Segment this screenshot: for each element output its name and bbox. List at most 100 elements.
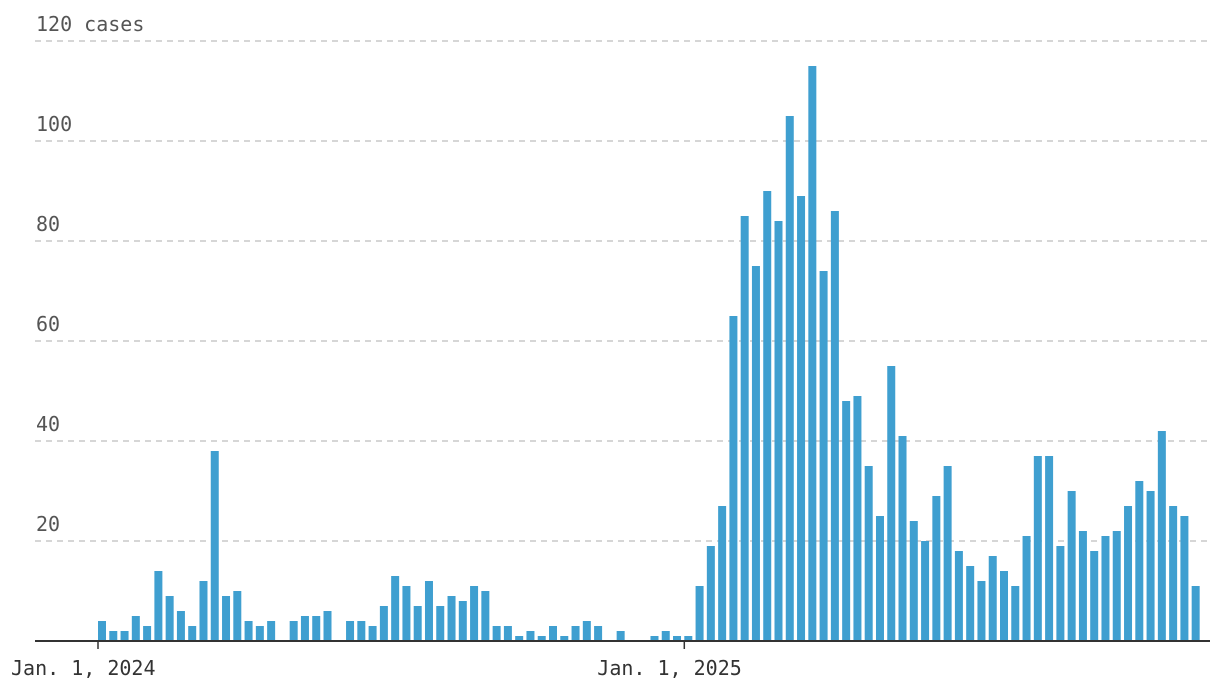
axis-layer: Jan. 1, 2024 Jan. 1, 2025 — [11, 640, 1210, 680]
bar — [436, 606, 445, 641]
bar — [1022, 536, 1031, 641]
bar — [492, 626, 501, 641]
bar — [188, 626, 197, 641]
bar — [267, 621, 276, 641]
bar — [1078, 531, 1087, 641]
bar — [402, 586, 411, 641]
bar — [458, 601, 467, 641]
bar — [109, 631, 118, 641]
bar — [751, 266, 760, 641]
bar — [571, 626, 580, 641]
y-tick-label-80: 80 — [36, 212, 60, 236]
bar — [1124, 506, 1133, 641]
bar — [357, 621, 366, 641]
bar — [718, 506, 727, 641]
bar — [830, 211, 839, 641]
bar — [255, 626, 264, 641]
bar — [1000, 571, 1008, 641]
bar — [898, 436, 907, 641]
bar — [695, 586, 704, 641]
bar — [1146, 491, 1155, 641]
bar — [413, 606, 422, 641]
bar — [526, 631, 535, 641]
bar — [312, 616, 321, 641]
bar — [323, 611, 332, 641]
bar — [684, 636, 693, 641]
bar — [909, 521, 918, 641]
bar — [1157, 431, 1166, 641]
bar — [650, 636, 659, 641]
bar — [503, 626, 512, 641]
bar — [346, 621, 355, 641]
bar — [481, 591, 490, 641]
bar — [549, 626, 557, 641]
bar — [797, 196, 806, 641]
bar — [515, 636, 524, 641]
bar — [143, 626, 152, 641]
bar — [537, 636, 546, 641]
bar — [1090, 551, 1099, 641]
bar — [1112, 531, 1121, 641]
bar — [391, 576, 400, 641]
bar — [120, 631, 129, 641]
bar — [808, 66, 817, 641]
bar-layer — [98, 66, 1200, 641]
bar — [988, 556, 997, 641]
bar — [199, 581, 208, 641]
bar — [470, 586, 479, 641]
bar — [785, 116, 794, 641]
bar — [300, 616, 309, 641]
bar — [1033, 456, 1042, 641]
bar — [977, 581, 986, 641]
bar — [954, 551, 963, 641]
bar — [447, 596, 456, 641]
bar — [424, 581, 433, 641]
bar — [740, 216, 749, 641]
bar — [560, 636, 569, 641]
bar — [1045, 456, 1054, 641]
bar — [289, 621, 298, 641]
x-tick-label: Jan. 1, 2024 — [11, 656, 156, 680]
bar — [244, 621, 253, 641]
bar — [131, 616, 140, 641]
bar — [1191, 586, 1200, 641]
bar — [774, 221, 783, 641]
bar — [222, 596, 231, 641]
bar — [763, 191, 772, 641]
bar — [673, 636, 682, 641]
bar — [582, 621, 591, 641]
bar — [706, 546, 715, 641]
y-tick-label-100: 100 — [36, 112, 72, 136]
bar — [729, 316, 738, 641]
bar — [1101, 536, 1110, 641]
bar — [1169, 506, 1178, 641]
bar — [210, 451, 219, 641]
bar — [966, 566, 975, 641]
bar — [1180, 516, 1189, 641]
bar — [1056, 546, 1065, 641]
bar — [1067, 491, 1076, 641]
bar — [233, 591, 242, 641]
bar — [943, 466, 952, 641]
grid-layer: 20 40 60 80 100 120 cases — [35, 12, 1210, 542]
bar — [819, 271, 828, 641]
x-tick-label: Jan. 1, 2025 — [597, 656, 742, 680]
bar — [875, 516, 884, 641]
bar — [842, 401, 851, 641]
bar — [368, 626, 377, 641]
bar — [1011, 586, 1020, 641]
bar — [379, 606, 388, 641]
bar — [176, 611, 185, 641]
bar — [864, 466, 873, 641]
bar — [1135, 481, 1144, 641]
bar — [853, 396, 862, 641]
y-tick-label-120: 120 cases — [36, 12, 144, 36]
y-tick-label-60: 60 — [36, 312, 60, 336]
bar — [594, 626, 603, 641]
bar — [616, 631, 625, 641]
bar — [98, 621, 106, 641]
bar — [661, 631, 670, 641]
y-tick-label-40: 40 — [36, 412, 60, 436]
